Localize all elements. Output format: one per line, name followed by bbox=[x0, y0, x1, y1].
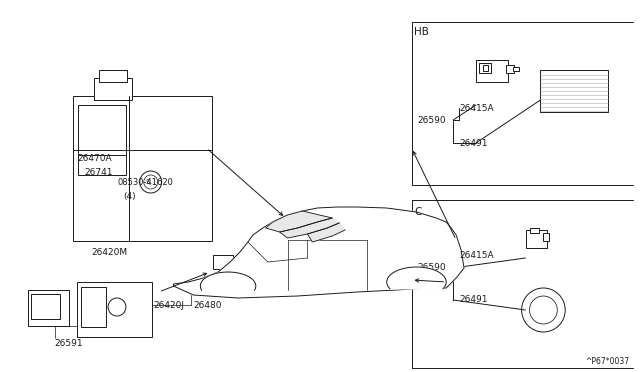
Polygon shape bbox=[280, 218, 339, 238]
Text: 26470A: 26470A bbox=[77, 154, 112, 163]
Bar bbox=[525, 230, 547, 248]
Bar bbox=[444, 240, 456, 262]
Bar bbox=[74, 96, 212, 241]
Text: ^P67*0037: ^P67*0037 bbox=[585, 357, 629, 366]
Bar bbox=[479, 63, 491, 73]
Text: 26590: 26590 bbox=[417, 115, 446, 125]
Text: S: S bbox=[145, 179, 150, 185]
Polygon shape bbox=[307, 223, 345, 242]
Text: HB: HB bbox=[415, 27, 429, 37]
Text: 26480: 26480 bbox=[193, 301, 222, 310]
Text: 26591: 26591 bbox=[54, 339, 83, 347]
Text: 26420J: 26420J bbox=[154, 301, 185, 310]
Text: 26491: 26491 bbox=[459, 138, 488, 148]
Text: 08530-41620: 08530-41620 bbox=[117, 177, 173, 186]
Polygon shape bbox=[173, 207, 464, 298]
Bar bbox=[81, 287, 106, 327]
Bar bbox=[513, 67, 518, 71]
Text: 26491: 26491 bbox=[459, 295, 488, 305]
Circle shape bbox=[522, 288, 565, 332]
Bar bbox=[529, 228, 540, 233]
Circle shape bbox=[529, 296, 557, 324]
Bar bbox=[94, 78, 132, 100]
Text: 26420M: 26420M bbox=[92, 247, 127, 257]
Polygon shape bbox=[266, 211, 332, 232]
Circle shape bbox=[144, 175, 157, 189]
Bar bbox=[28, 290, 69, 326]
Bar bbox=[77, 282, 152, 337]
Text: (4): (4) bbox=[123, 192, 136, 201]
Bar bbox=[540, 70, 608, 112]
Text: 26741: 26741 bbox=[84, 167, 113, 176]
Text: 26415A: 26415A bbox=[459, 103, 493, 112]
Circle shape bbox=[108, 298, 126, 316]
Bar bbox=[543, 233, 549, 241]
Text: 26590: 26590 bbox=[417, 263, 446, 273]
Text: C: C bbox=[415, 207, 422, 217]
Bar bbox=[506, 65, 514, 73]
Bar bbox=[78, 105, 126, 175]
Polygon shape bbox=[387, 267, 446, 289]
Text: 26415A: 26415A bbox=[459, 250, 493, 260]
Bar bbox=[476, 60, 508, 82]
Polygon shape bbox=[200, 272, 256, 290]
Circle shape bbox=[140, 171, 162, 193]
Bar bbox=[31, 294, 61, 319]
Bar bbox=[483, 65, 488, 71]
Bar bbox=[99, 70, 127, 82]
Bar bbox=[213, 255, 233, 269]
